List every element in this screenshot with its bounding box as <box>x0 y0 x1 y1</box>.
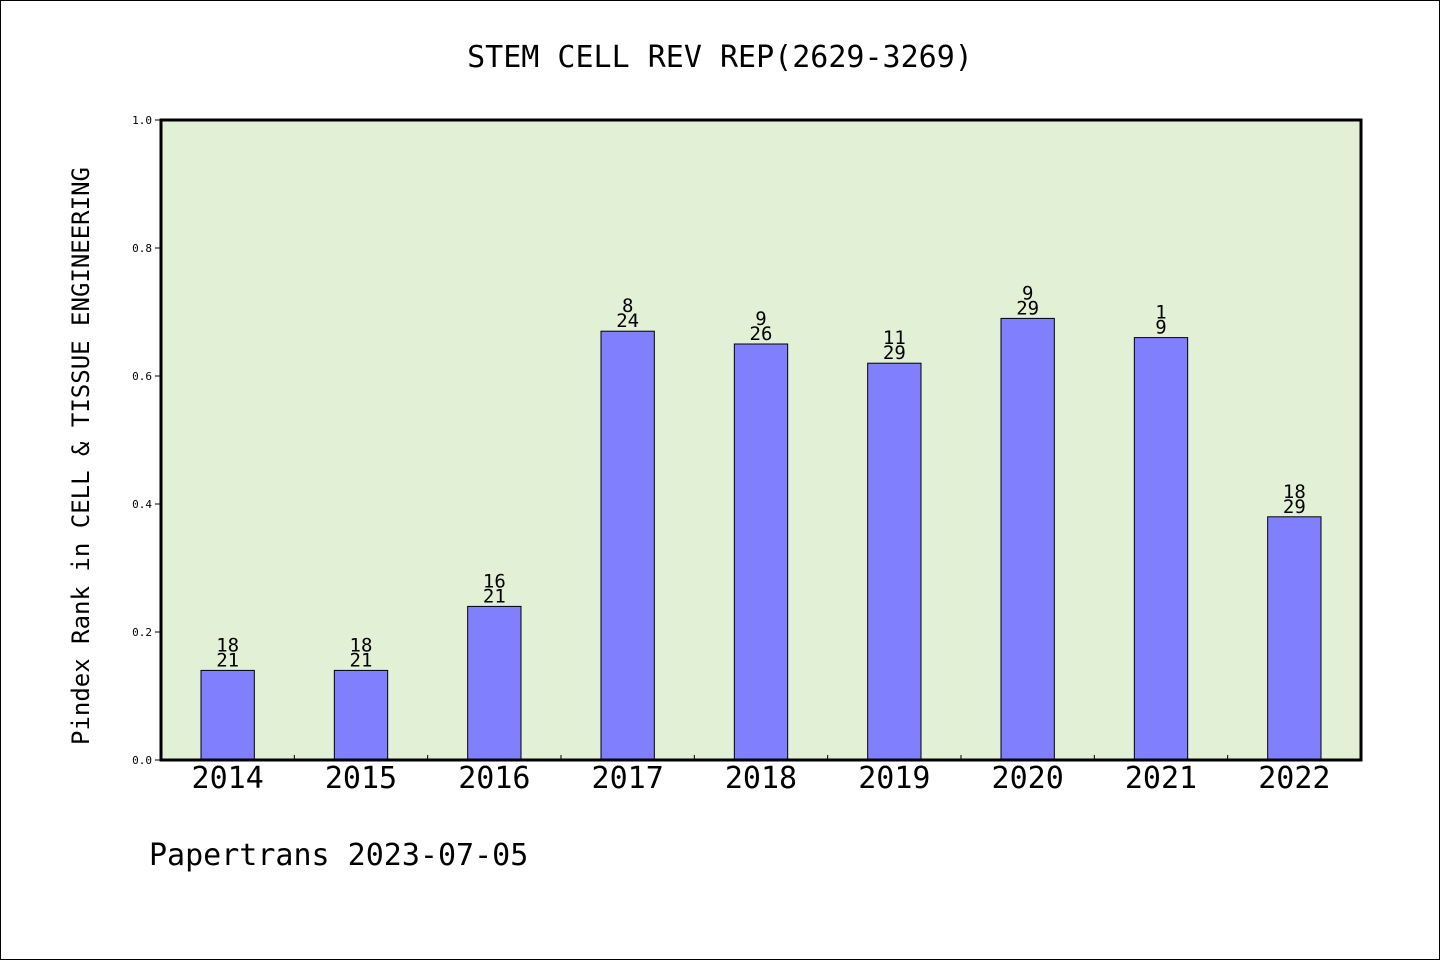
y-tick-label-1.0: 1.0 <box>132 114 152 127</box>
bar-label-bottom-2019: 29 <box>883 342 906 364</box>
bar-label-bottom-2015: 21 <box>350 649 373 671</box>
bar-label-top-2016: 16 <box>483 570 506 592</box>
y-tick-label-0.4: 0.4 <box>132 498 152 511</box>
y-axis-label: Pindex Rank in CELL & TISSUE ENGINEERING <box>67 167 95 745</box>
bar-label-top-2022: 18 <box>1283 481 1306 503</box>
x-tick-label-2021: 2021 <box>1125 761 1197 796</box>
y-axis-ticks: 0.0 0.2 0.4 0.6 0.8 1.0 <box>132 114 161 767</box>
bar-label-bottom-2021: 9 <box>1155 317 1166 339</box>
bar-2015 <box>333 669 389 761</box>
bar-2018 <box>733 343 789 761</box>
bar-label-bottom-2020: 29 <box>1016 297 1039 319</box>
bar-label-top-2018: 9 <box>755 308 766 330</box>
x-axis-ticks: 2014 2015 2016 2017 2018 2019 2020 2021 2022 <box>192 755 1330 796</box>
bar-label-bottom-2016: 21 <box>483 585 506 607</box>
bar-label-bottom-2017: 24 <box>616 310 639 332</box>
bar-2020 <box>1000 317 1055 761</box>
x-tick-label-2018: 2018 <box>725 761 797 796</box>
bar-2021 <box>1133 337 1189 761</box>
bar-label-top-2019: 11 <box>883 327 906 349</box>
x-tick-label-2017: 2017 <box>592 761 664 796</box>
bar-label-top-2014: 18 <box>216 634 239 656</box>
bar-label-top-2015: 18 <box>350 634 373 656</box>
plot-border <box>159 118 1363 762</box>
x-tick-label-2015: 2015 <box>325 761 397 796</box>
chart-title: STEM CELL REV REP(2629-3269) <box>467 40 973 75</box>
x-tick-label-2016: 2016 <box>458 761 530 796</box>
bar-2014 <box>200 669 255 761</box>
x-tick-label-2022: 2022 <box>1258 761 1330 796</box>
y-tick-label-0.6: 0.6 <box>132 370 152 383</box>
y-tick-label-0.2: 0.2 <box>132 626 152 639</box>
bar-label-top-2021: 1 <box>1155 302 1166 324</box>
bar-2022 <box>1267 516 1322 761</box>
y-tick-label-0.8: 0.8 <box>132 242 152 255</box>
bar-label-bottom-2014: 21 <box>216 649 239 671</box>
bar-label-top-2017: 8 <box>622 295 633 317</box>
bar-2016 <box>467 605 522 761</box>
bar-2017 <box>600 330 655 761</box>
x-tick-label-2020: 2020 <box>992 761 1064 796</box>
bar-label-bottom-2018: 26 <box>750 323 773 345</box>
bars-group <box>200 317 1322 761</box>
y-tick-label-0.0: 0.0 <box>132 754 152 767</box>
x-tick-label-2014: 2014 <box>192 761 264 796</box>
x-tick-label-2019: 2019 <box>858 761 930 796</box>
bar-2019 <box>867 362 922 761</box>
bar-label-top-2020: 9 <box>1022 282 1033 304</box>
bar-label-bottom-2022: 29 <box>1283 496 1306 518</box>
footer-credit: Papertrans 2023-07-05 <box>149 838 528 873</box>
